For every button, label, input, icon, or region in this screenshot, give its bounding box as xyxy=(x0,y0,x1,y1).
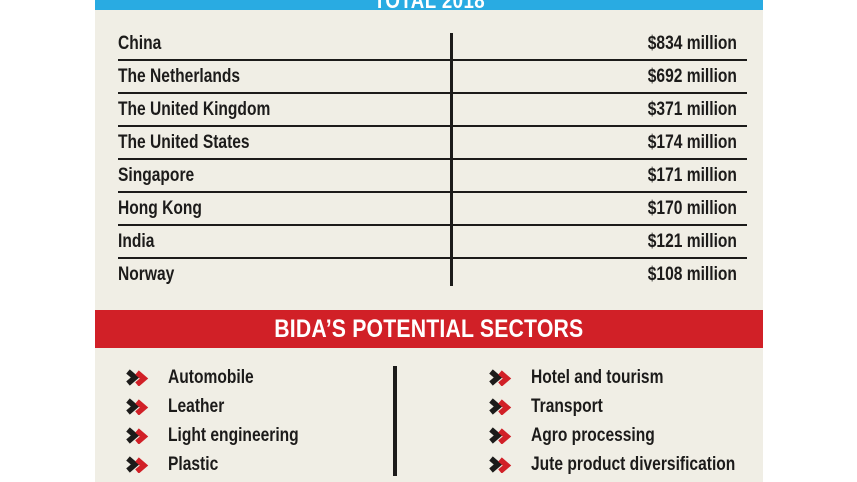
table-row: The United States $174 million xyxy=(118,125,747,158)
sectors-banner: BIDA’S POTENTIAL SECTORS xyxy=(95,310,763,348)
amount-value: $170 million xyxy=(647,197,738,219)
table-column-divider xyxy=(450,33,453,286)
sectors-left-column: Automobile Leather Light engineeri xyxy=(95,363,429,479)
sector-label: Plastic xyxy=(168,453,219,475)
list-item: Jute product diversification xyxy=(488,450,763,479)
fdi-table: China $834 million The Netherlands $692 … xyxy=(118,28,747,290)
sector-label: Automobile xyxy=(168,366,254,388)
list-item: Transport xyxy=(488,392,763,421)
table-row: Norway $108 million xyxy=(118,257,747,290)
double-chevron-icon xyxy=(126,398,149,415)
amount-value: $108 million xyxy=(647,263,738,285)
double-chevron-icon xyxy=(126,369,149,386)
infographic-panel: TOTAL 2018 China $834 million The Nether… xyxy=(95,0,763,482)
table-row: The United Kingdom $371 million xyxy=(118,92,747,125)
country-label: Singapore xyxy=(118,164,195,186)
list-item: Light engineering xyxy=(125,421,429,450)
amount-value: $121 million xyxy=(647,230,738,252)
country-label: The United States xyxy=(118,131,250,153)
list-item: Plastic xyxy=(125,450,429,479)
country-label: China xyxy=(118,32,162,54)
table-row: Singapore $171 million xyxy=(118,158,747,191)
country-label: India xyxy=(118,230,155,252)
table-row: The Netherlands $692 million xyxy=(118,59,747,92)
double-chevron-icon xyxy=(489,456,512,473)
sector-label: Agro processing xyxy=(531,424,655,446)
list-item: Automobile xyxy=(125,363,429,392)
list-item: Agro processing xyxy=(488,421,763,450)
table-row: China $834 million xyxy=(118,28,747,59)
amount-value: $834 million xyxy=(647,32,738,54)
double-chevron-icon xyxy=(489,369,512,386)
double-chevron-icon xyxy=(126,456,149,473)
sectors-right-column: Hotel and tourism Transport Agro p xyxy=(429,363,763,479)
sector-label: Leather xyxy=(168,395,225,417)
sector-label: Jute product diversification xyxy=(531,453,736,475)
country-label: Hong Kong xyxy=(118,197,202,219)
top-header-title: TOTAL 2018 xyxy=(373,0,484,10)
top-header-bar: TOTAL 2018 xyxy=(95,0,763,10)
amount-value: $171 million xyxy=(647,164,738,186)
table-row: Hong Kong $170 million xyxy=(118,191,747,224)
sector-label: Transport xyxy=(531,395,603,417)
top-header-clip: TOTAL 2018 xyxy=(95,0,763,10)
amount-value: $371 million xyxy=(647,98,738,120)
sectors-list: Automobile Leather Light engineeri xyxy=(95,363,763,479)
double-chevron-icon xyxy=(126,427,149,444)
amount-value: $174 million xyxy=(647,131,738,153)
sectors-banner-title: BIDA’S POTENTIAL SECTORS xyxy=(274,314,584,343)
sectors-column-divider xyxy=(393,366,397,476)
table-row: India $121 million xyxy=(118,224,747,257)
sector-label: Light engineering xyxy=(168,424,299,446)
amount-value: $692 million xyxy=(647,65,738,87)
double-chevron-icon xyxy=(489,398,512,415)
country-label: The Netherlands xyxy=(118,65,241,87)
country-label: The United Kingdom xyxy=(118,98,271,120)
list-item: Leather xyxy=(125,392,429,421)
list-item: Hotel and tourism xyxy=(488,363,763,392)
sector-label: Hotel and tourism xyxy=(531,366,664,388)
double-chevron-icon xyxy=(489,427,512,444)
country-label: Norway xyxy=(118,263,175,285)
